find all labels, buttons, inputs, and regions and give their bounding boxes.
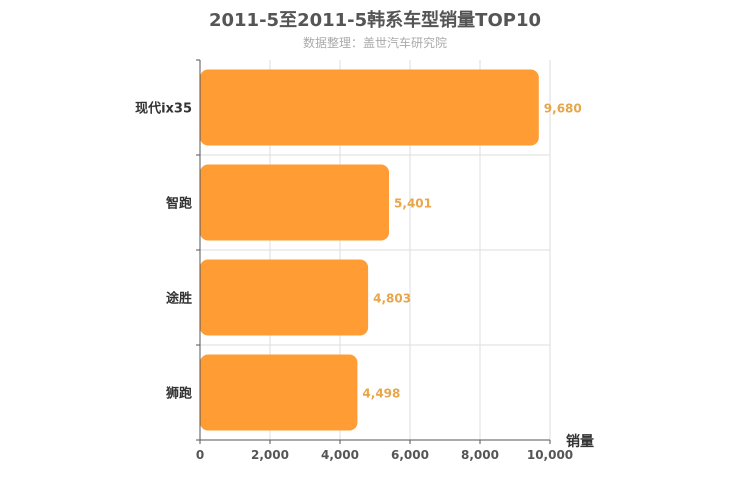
x-axis-title: 销量: [566, 433, 594, 450]
x-tick-label: 10,000: [527, 448, 573, 462]
bar: [200, 69, 539, 146]
category-label: 途胜: [166, 291, 192, 307]
data-label: 5,401: [394, 197, 432, 211]
bar: [200, 354, 358, 431]
x-tick-label: 8,000: [461, 448, 499, 462]
category-label: 智跑: [166, 196, 192, 212]
x-tick-label: 0: [196, 448, 204, 462]
data-label: 4,498: [362, 387, 400, 401]
chart-title: 2011-5至2011-5韩系车型销量TOP10: [208, 10, 541, 31]
x-tick-label: 6,000: [391, 448, 429, 462]
bars: 9,680 5,401 4,803 4,498: [200, 69, 582, 431]
bar: [200, 259, 369, 336]
category-label: 现代ix35: [135, 101, 192, 117]
x-tick-label: 2,000: [251, 448, 289, 462]
chart-subtitle: 数据整理：盖世汽车研究院: [302, 36, 447, 50]
category-label: 狮跑: [165, 386, 192, 402]
bar: [200, 164, 390, 241]
data-label: 4,803: [373, 292, 411, 306]
data-label: 9,680: [544, 102, 582, 116]
x-tick-label: 4,000: [321, 448, 359, 462]
